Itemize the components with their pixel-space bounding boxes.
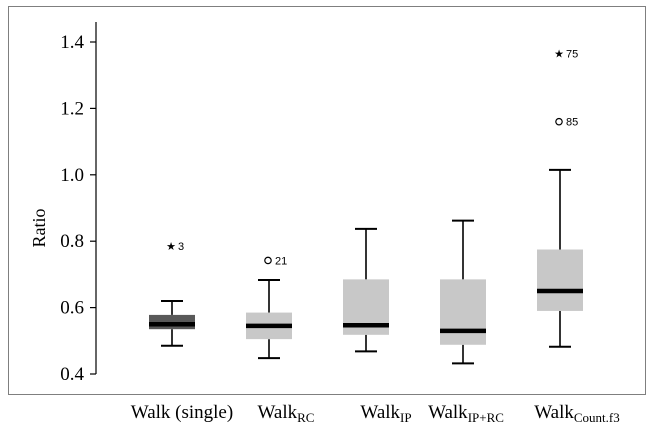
x-label-main: Walk [360,402,400,423]
x-label-subscript: RC [297,410,314,425]
y-tick-label: 0.6 [60,298,84,319]
x-category-label: WalkRC [258,402,315,425]
outlier-label: 75 [566,49,578,61]
x-category-label: WalkIP+RC [428,402,504,425]
x-category-label: WalkCount.f3 [534,402,620,425]
x-label-subscript: Count.f3 [574,410,620,425]
x-label-main: Walk [428,402,468,423]
x-label-subscript: IP [400,410,412,425]
y-axis-label: Ratio [29,209,49,248]
iqr-box [440,279,486,345]
y-ticks: 0.4 0.6 0.8 1.0 1.2 1.4 [60,32,96,385]
outlier-circle [264,256,272,265]
y-tick-label: 1.0 [60,165,84,186]
x-label-subscript: IP+RC [468,410,504,425]
x-category-label: WalkIP [360,402,411,425]
x-label-main: Walk [534,402,574,423]
box-2: 21 [246,255,292,360]
outlier-star: ★ [166,240,176,253]
outlier-star: ★ [554,48,564,61]
chart-frame [8,6,646,395]
y-tick-label: 1.4 [60,32,84,53]
x-category-label: Walk (single) [131,402,233,423]
x-axis-labels: Walk (single) WalkRC WalkIP WalkIP+RC WalkCo… [131,402,620,425]
box-5: 85 ★ 75 [537,48,583,348]
y-tick-label: 1.2 [60,98,84,119]
iqr-box [537,249,583,311]
box-3 [343,227,389,353]
x-label-main: Walk (single) [131,402,233,423]
box-4 [440,219,486,365]
outlier-label: 21 [275,255,287,267]
y-tick-label: 0.8 [60,231,84,252]
outlier-label: 3 [178,241,184,253]
outlier-circle [555,117,563,126]
box-1: ★ 3 [149,240,195,347]
y-tick-label: 0.4 [60,364,84,385]
x-label-main: Walk [258,402,298,423]
outlier-label: 85 [566,117,578,129]
